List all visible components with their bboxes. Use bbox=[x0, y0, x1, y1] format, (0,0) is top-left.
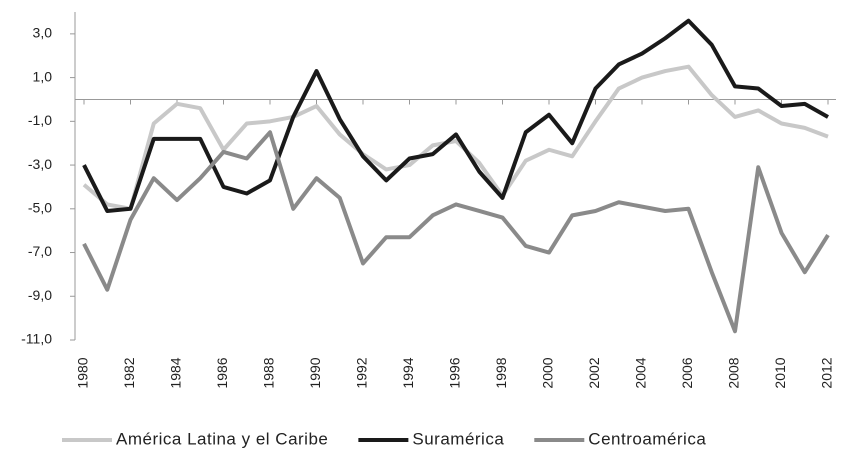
y-tick-label: -1,0 bbox=[28, 112, 52, 128]
x-tick-label: 2000 bbox=[540, 357, 556, 388]
y-tick-label: -3,0 bbox=[28, 156, 52, 172]
x-tick-label: 1996 bbox=[447, 357, 463, 388]
legend-label: América Latina y el Caribe bbox=[116, 429, 328, 448]
x-tick-label: 2010 bbox=[772, 357, 788, 388]
x-tick-label: 2008 bbox=[726, 357, 742, 388]
data-line bbox=[82, 18, 829, 213]
x-tick-label: 1982 bbox=[121, 357, 137, 388]
y-tick-label: -7,0 bbox=[28, 243, 52, 259]
y-tick-label: -5,0 bbox=[28, 200, 52, 216]
x-tick-label: 1988 bbox=[261, 357, 277, 388]
y-tick-label: -11,0 bbox=[21, 331, 52, 347]
x-tick-label: 1998 bbox=[493, 357, 509, 388]
data-line bbox=[82, 64, 829, 211]
x-tick-label: 1986 bbox=[214, 357, 230, 388]
x-tick-label: 2004 bbox=[633, 357, 649, 388]
legend-label: Suramérica bbox=[412, 429, 504, 448]
data-line bbox=[82, 130, 830, 334]
y-tick-label: 1,0 bbox=[33, 68, 53, 84]
x-tick-label: 2002 bbox=[586, 357, 602, 388]
x-tick-label: 2006 bbox=[679, 357, 695, 388]
x-tick-label: 1990 bbox=[307, 357, 323, 388]
legend-label: Centroamérica bbox=[588, 429, 706, 448]
y-tick-label: -9,0 bbox=[28, 287, 52, 303]
x-tick-label: 1984 bbox=[168, 357, 184, 388]
x-tick-label: 2012 bbox=[819, 357, 835, 388]
x-tick-label: 1980 bbox=[75, 357, 91, 388]
x-tick-label: 1994 bbox=[400, 357, 416, 388]
x-tick-label: 1992 bbox=[354, 357, 370, 388]
y-tick-label: 3,0 bbox=[33, 25, 53, 41]
